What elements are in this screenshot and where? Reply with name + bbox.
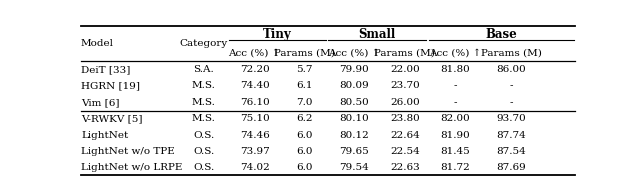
Text: Params (M): Params (M) xyxy=(481,49,542,58)
Text: 23.80: 23.80 xyxy=(390,114,420,123)
Text: 87.54: 87.54 xyxy=(497,147,526,156)
Text: 74.40: 74.40 xyxy=(240,81,269,90)
Text: Vim [6]: Vim [6] xyxy=(81,98,120,107)
Text: M.S.: M.S. xyxy=(191,114,216,123)
Text: -: - xyxy=(453,81,457,90)
Text: LightNet: LightNet xyxy=(81,131,128,140)
Text: 22.64: 22.64 xyxy=(390,131,420,140)
Text: V-RWKV [5]: V-RWKV [5] xyxy=(81,114,143,123)
Text: 79.54: 79.54 xyxy=(339,163,369,172)
Text: 22.00: 22.00 xyxy=(390,65,420,74)
Text: 6.2: 6.2 xyxy=(296,114,312,123)
Text: 81.45: 81.45 xyxy=(440,147,470,156)
Text: 26.00: 26.00 xyxy=(390,98,420,107)
Text: 73.97: 73.97 xyxy=(240,147,269,156)
Text: 72.20: 72.20 xyxy=(240,65,269,74)
Text: Acc (%) ↑: Acc (%) ↑ xyxy=(228,49,281,58)
Text: 79.65: 79.65 xyxy=(339,147,369,156)
Text: O.S.: O.S. xyxy=(193,147,214,156)
Text: 75.10: 75.10 xyxy=(240,114,269,123)
Text: Category: Category xyxy=(179,39,228,48)
Text: Base: Base xyxy=(485,28,517,41)
Text: 6.0: 6.0 xyxy=(296,147,312,156)
Text: 74.02: 74.02 xyxy=(240,163,269,172)
Text: 74.46: 74.46 xyxy=(240,131,269,140)
Text: 5.7: 5.7 xyxy=(296,65,312,74)
Text: M.S.: M.S. xyxy=(191,81,216,90)
Text: HGRN [19]: HGRN [19] xyxy=(81,81,140,90)
Text: 86.00: 86.00 xyxy=(497,65,526,74)
Text: 6.0: 6.0 xyxy=(296,163,312,172)
Text: Acc (%) ↑: Acc (%) ↑ xyxy=(429,49,481,58)
Text: 79.90: 79.90 xyxy=(339,65,369,74)
Text: 81.72: 81.72 xyxy=(440,163,470,172)
Text: 7.0: 7.0 xyxy=(296,98,312,107)
Text: 6.1: 6.1 xyxy=(296,81,312,90)
Text: 22.54: 22.54 xyxy=(390,147,420,156)
Text: Acc (%) ↑: Acc (%) ↑ xyxy=(328,49,380,58)
Text: -: - xyxy=(453,98,457,107)
Text: 81.80: 81.80 xyxy=(440,65,470,74)
Text: 93.70: 93.70 xyxy=(497,114,526,123)
Text: DeiT [33]: DeiT [33] xyxy=(81,65,131,74)
Text: LightNet w/o LRPE: LightNet w/o LRPE xyxy=(81,163,182,172)
Text: -: - xyxy=(510,98,513,107)
Text: 87.74: 87.74 xyxy=(497,131,526,140)
Text: O.S.: O.S. xyxy=(193,163,214,172)
Text: 81.90: 81.90 xyxy=(440,131,470,140)
Text: LightNet w/o TPE: LightNet w/o TPE xyxy=(81,147,175,156)
Text: 6.0: 6.0 xyxy=(296,131,312,140)
Text: Small: Small xyxy=(358,28,396,41)
Text: S.A.: S.A. xyxy=(193,65,214,74)
Text: Model: Model xyxy=(81,39,114,48)
Text: 76.10: 76.10 xyxy=(240,98,269,107)
Text: 82.00: 82.00 xyxy=(440,114,470,123)
Text: Params (M): Params (M) xyxy=(374,49,435,58)
Text: M.S.: M.S. xyxy=(191,98,216,107)
Text: O.S.: O.S. xyxy=(193,131,214,140)
Text: Params (M): Params (M) xyxy=(274,49,335,58)
Text: 80.50: 80.50 xyxy=(339,98,369,107)
Text: -: - xyxy=(510,81,513,90)
Text: 80.12: 80.12 xyxy=(339,131,369,140)
Text: 87.69: 87.69 xyxy=(497,163,526,172)
Text: Tiny: Tiny xyxy=(263,28,292,41)
Text: 22.63: 22.63 xyxy=(390,163,420,172)
Text: 80.10: 80.10 xyxy=(339,114,369,123)
Text: 23.70: 23.70 xyxy=(390,81,420,90)
Text: 80.09: 80.09 xyxy=(339,81,369,90)
